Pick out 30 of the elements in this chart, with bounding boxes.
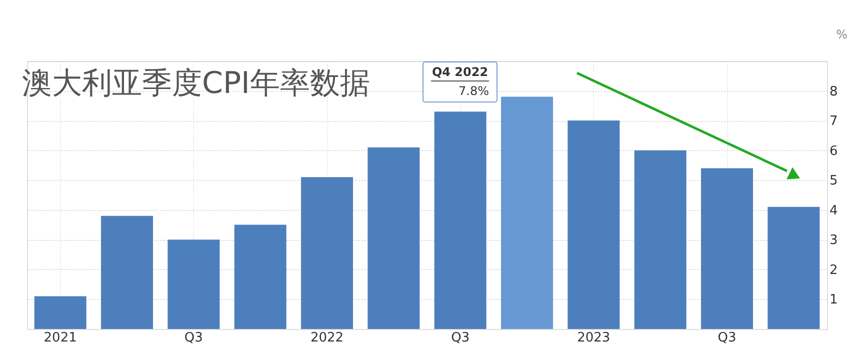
bar (301, 177, 353, 329)
y-tick-label: 2 (830, 262, 838, 278)
y-tick-label: 1 (830, 292, 838, 308)
bar (234, 224, 286, 329)
x-tick-label: Q3 (718, 330, 736, 346)
bar (568, 120, 620, 329)
bar (634, 150, 686, 329)
y-tick-label: 8 (830, 84, 838, 100)
x-tick-label: 2021 (44, 330, 77, 346)
y-tick-label: 7 (830, 114, 838, 130)
x-tick-label: Q3 (184, 330, 203, 346)
y-tick-label: 6 (830, 144, 838, 159)
bar (34, 296, 86, 329)
y-tick-label: 3 (830, 233, 838, 248)
bar (168, 240, 220, 329)
annotation: 7.8% (458, 84, 489, 98)
y-tick-label: 4 (830, 203, 838, 218)
bar (701, 168, 753, 329)
bar (101, 216, 153, 329)
x-tick-label: 2023 (577, 330, 610, 346)
bar (768, 206, 820, 329)
bar (368, 147, 420, 329)
y-tick-label: 5 (830, 174, 838, 189)
x-tick-label: Q3 (451, 330, 470, 346)
bar (501, 96, 553, 329)
annotation: Q4 2022 (432, 65, 488, 79)
x-tick-label: 2022 (310, 330, 344, 346)
chart-title: 澳大利亚季度CPI年率数据 (22, 66, 370, 101)
bar (434, 112, 486, 329)
y-axis-title: % (836, 28, 848, 42)
